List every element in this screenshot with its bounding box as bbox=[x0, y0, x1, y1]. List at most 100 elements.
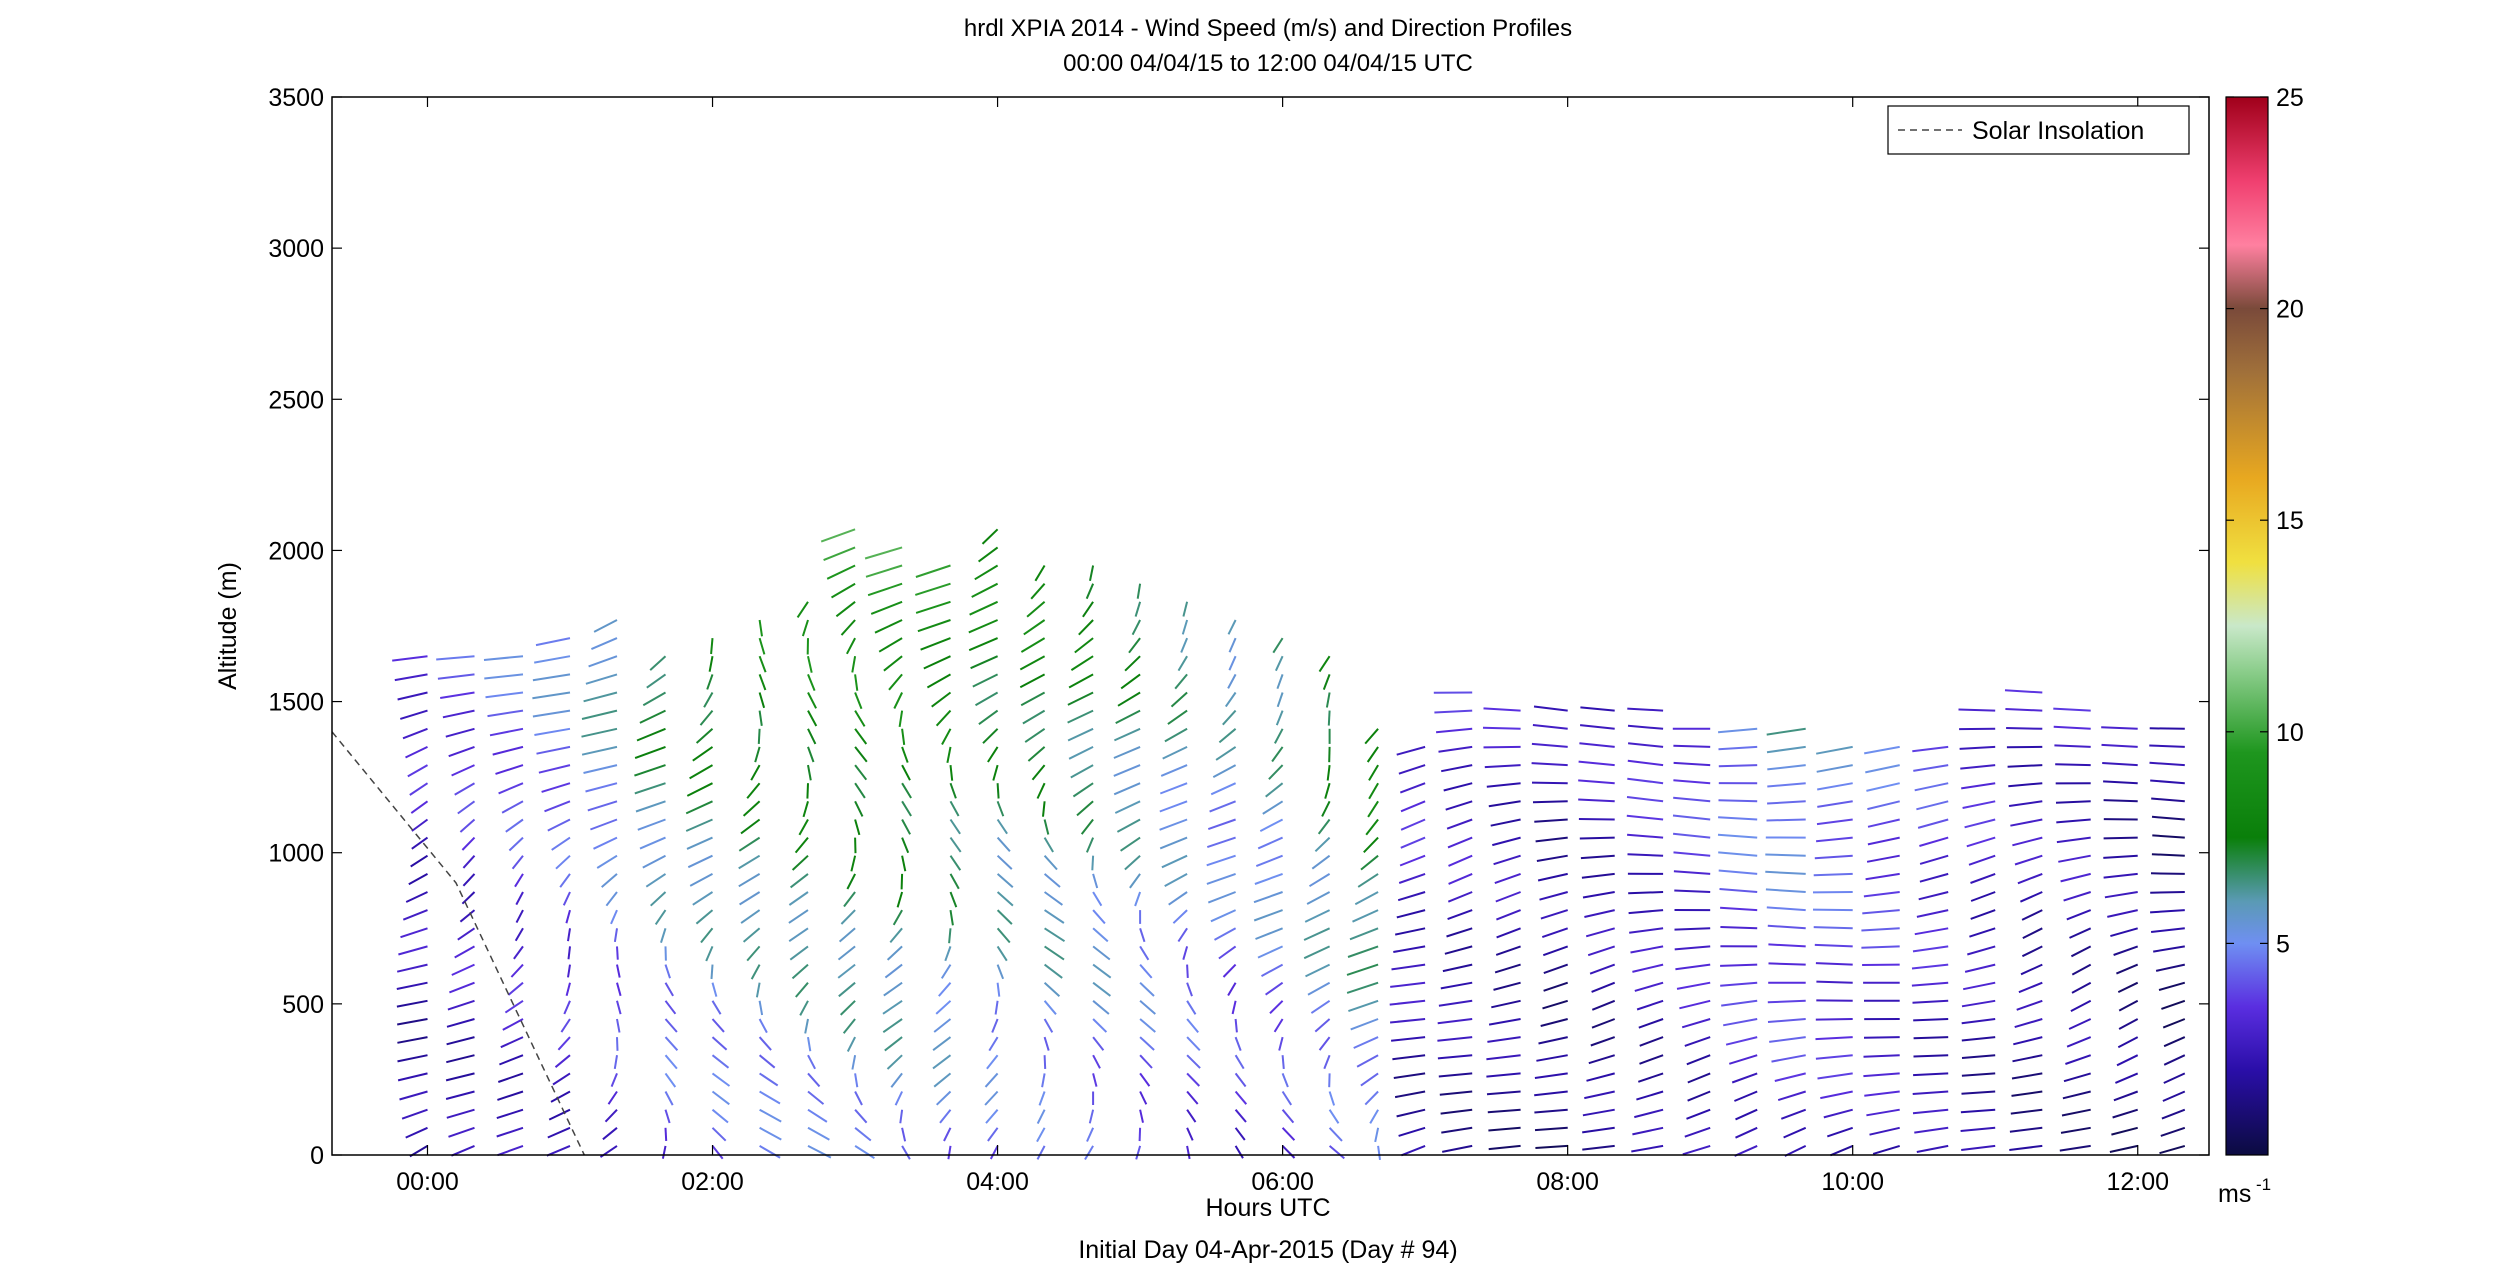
wind-barb bbox=[931, 691, 952, 708]
wind-barb bbox=[699, 709, 714, 726]
wind-barb bbox=[536, 745, 571, 755]
wind-barb bbox=[1354, 891, 1379, 906]
wind-barb bbox=[1041, 1073, 1046, 1088]
wind-barb bbox=[920, 637, 951, 651]
wind-barb bbox=[901, 800, 912, 817]
wind-barb bbox=[2150, 891, 2185, 894]
wind-barb bbox=[1164, 873, 1188, 887]
wind-barb bbox=[854, 800, 864, 817]
wind-barb bbox=[758, 619, 763, 637]
wind-barb bbox=[1718, 799, 1758, 803]
wind-barb bbox=[1318, 655, 1331, 673]
wind-barb bbox=[398, 945, 428, 956]
wind-barb bbox=[1390, 1036, 1426, 1042]
wind-barb bbox=[1912, 999, 1949, 1004]
wind-barb bbox=[759, 1072, 779, 1087]
wind-barb bbox=[1862, 909, 1900, 915]
wind-barb bbox=[949, 855, 962, 871]
wind-barb bbox=[664, 1091, 674, 1106]
wind-barb bbox=[1091, 855, 1095, 871]
wind-barb bbox=[898, 710, 904, 728]
wind-barb bbox=[1020, 691, 1046, 707]
wind-barb bbox=[448, 1126, 475, 1138]
wind-barb bbox=[1234, 1090, 1248, 1105]
wind-barb bbox=[1440, 1108, 1473, 1115]
wind-barb bbox=[2160, 1126, 2186, 1137]
wind-barb bbox=[1276, 692, 1284, 708]
wind-barb bbox=[900, 873, 904, 890]
wind-barb bbox=[2022, 927, 2043, 939]
wind-barb bbox=[1913, 1036, 1949, 1040]
wind-barb bbox=[838, 981, 856, 998]
wind-barb bbox=[407, 764, 428, 778]
wind-barb bbox=[689, 764, 714, 780]
wind-barb bbox=[710, 638, 714, 655]
wind-barb bbox=[1441, 1126, 1473, 1134]
wind-barb bbox=[1182, 601, 1189, 617]
wind-barb bbox=[758, 1054, 776, 1069]
wind-barb bbox=[1325, 692, 1331, 708]
wind-barb bbox=[882, 1018, 903, 1034]
wind-barb bbox=[1067, 727, 1094, 742]
wind-barb bbox=[1673, 779, 1711, 785]
wind-barb bbox=[807, 746, 815, 763]
wind-barb bbox=[759, 1108, 782, 1123]
wind-barb bbox=[1043, 837, 1054, 853]
wind-barb bbox=[1448, 872, 1473, 885]
wind-barb bbox=[801, 619, 809, 637]
wind-barb bbox=[2020, 963, 2043, 976]
wind-barb bbox=[1816, 764, 1853, 773]
wind-barb bbox=[915, 600, 951, 614]
wind-barb bbox=[1036, 1127, 1046, 1143]
wind-barb bbox=[1681, 1018, 1711, 1029]
wind-barb bbox=[1116, 818, 1141, 833]
wind-barb bbox=[396, 999, 428, 1008]
wind-barb bbox=[1234, 1109, 1247, 1123]
wind-barb bbox=[610, 909, 618, 925]
wind-barb bbox=[1120, 836, 1141, 852]
wind-barb bbox=[1534, 1108, 1568, 1114]
wind-barb bbox=[2011, 1090, 2043, 1097]
wind-barb bbox=[901, 782, 912, 799]
wind-barb bbox=[914, 582, 951, 596]
wind-barb bbox=[996, 783, 1000, 799]
wind-barb bbox=[807, 692, 817, 709]
wind-barb bbox=[1913, 1072, 1949, 1077]
wind-barb bbox=[1729, 1054, 1758, 1065]
wind-barb bbox=[646, 673, 667, 689]
wind-barb bbox=[1531, 781, 1568, 785]
wind-barb bbox=[1673, 744, 1711, 748]
wind-barb bbox=[1629, 927, 1664, 934]
wind-barb bbox=[807, 655, 813, 673]
wind-barb bbox=[1043, 873, 1061, 888]
wind-barb bbox=[796, 601, 809, 618]
wind-barb bbox=[2018, 981, 2043, 994]
wind-barb bbox=[1673, 761, 1711, 767]
wind-barb bbox=[1268, 764, 1284, 780]
wind-barb bbox=[949, 837, 962, 853]
wind-barb bbox=[1022, 709, 1046, 725]
wind-barb bbox=[1186, 964, 1189, 978]
wind-barb bbox=[454, 782, 476, 796]
wind-barb bbox=[2150, 872, 2185, 875]
wind-barb bbox=[1638, 1018, 1664, 1029]
wind-barb bbox=[1352, 909, 1379, 923]
wind-barb bbox=[2149, 744, 2185, 748]
wind-barb bbox=[685, 800, 713, 815]
wind-barb bbox=[1686, 1108, 1711, 1120]
wind-barb bbox=[500, 1036, 524, 1049]
wind-barb bbox=[1070, 764, 1094, 779]
wind-barb bbox=[1581, 872, 1615, 879]
wind-barb bbox=[1092, 1036, 1105, 1051]
wind-barb bbox=[1861, 927, 1900, 932]
wind-barb bbox=[1731, 1072, 1758, 1084]
colorbar-tick-label: 10 bbox=[2276, 719, 2304, 747]
wind-barb bbox=[635, 800, 666, 813]
wind-barb bbox=[593, 836, 618, 850]
wind-barb bbox=[837, 945, 856, 961]
wind-barb bbox=[1136, 583, 1142, 599]
wind-barb bbox=[992, 764, 999, 781]
wind-barb bbox=[514, 873, 524, 888]
wind-barb bbox=[1765, 870, 1806, 875]
wind-barb bbox=[1487, 1036, 1521, 1043]
